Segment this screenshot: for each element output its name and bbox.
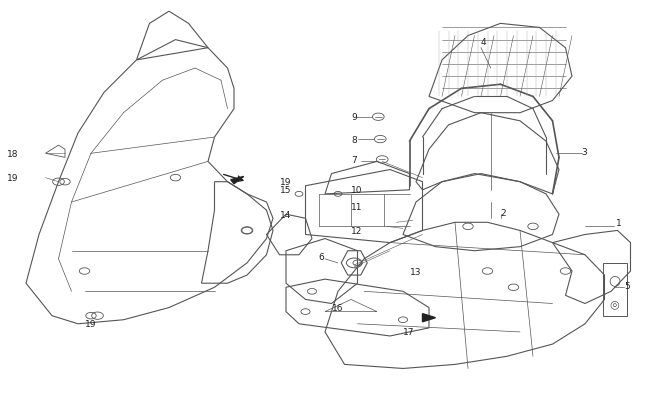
Text: 9: 9 (351, 113, 357, 122)
Text: 2: 2 (500, 208, 506, 217)
Text: 4: 4 (481, 38, 487, 47)
Text: 19: 19 (6, 174, 18, 183)
Polygon shape (422, 314, 436, 322)
Text: 19: 19 (280, 178, 291, 187)
Text: 7: 7 (351, 156, 357, 164)
Text: 17: 17 (403, 328, 415, 337)
Polygon shape (231, 177, 244, 184)
Text: 3: 3 (582, 147, 588, 156)
Text: 12: 12 (351, 226, 363, 235)
Text: ○: ○ (608, 273, 620, 286)
Text: 13: 13 (410, 267, 421, 276)
Text: ◎: ◎ (610, 299, 619, 309)
Text: 14: 14 (280, 210, 291, 219)
Text: 15: 15 (280, 186, 291, 195)
Text: 19: 19 (84, 320, 96, 328)
Text: 6: 6 (318, 253, 324, 262)
Text: 10: 10 (351, 186, 363, 195)
Text: 11: 11 (351, 202, 363, 211)
Text: 1: 1 (616, 218, 622, 227)
Text: 5: 5 (624, 281, 630, 290)
Text: 8: 8 (351, 135, 357, 144)
Text: 18: 18 (6, 149, 18, 158)
Text: 16: 16 (332, 303, 343, 312)
